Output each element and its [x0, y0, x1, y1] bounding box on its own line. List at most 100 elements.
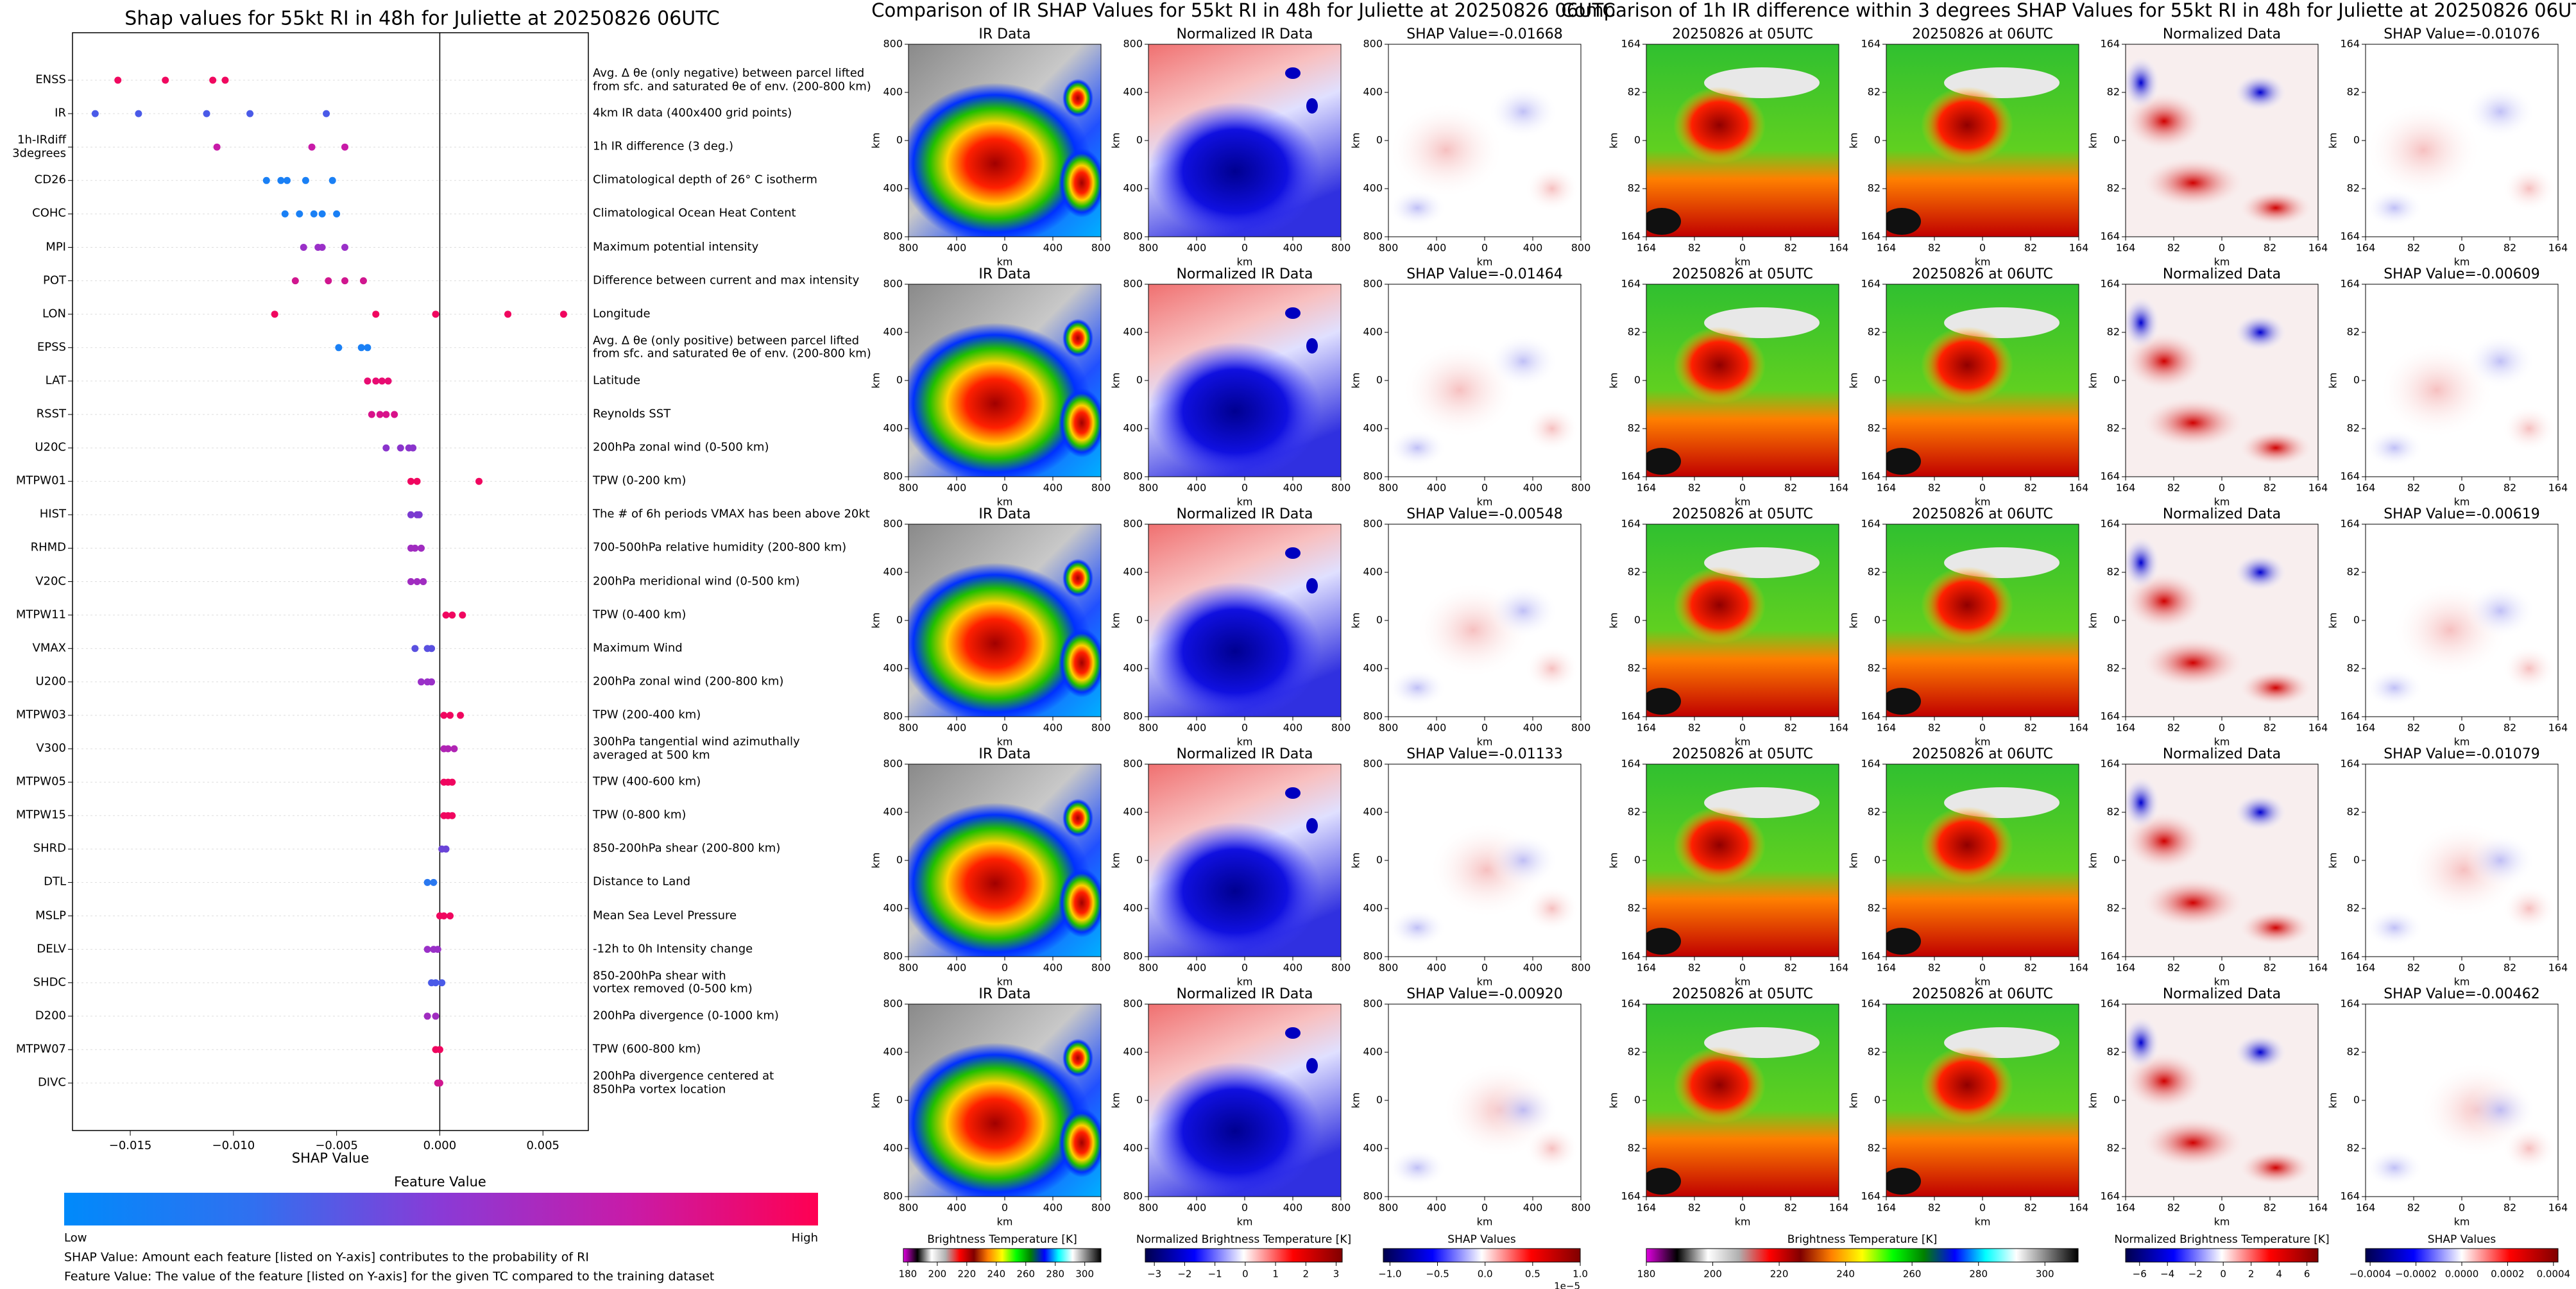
shap-point — [444, 745, 452, 753]
image-shape — [2502, 1125, 2556, 1172]
colorbar-tick-label: 3 — [1333, 1268, 1340, 1280]
feature-description: TPW (0-200 km) — [593, 474, 687, 488]
image-shape — [1285, 547, 1301, 559]
x-tick-label: 164 — [2116, 1202, 2136, 1214]
x-tick-label: 82 — [1784, 242, 1797, 254]
y-tick-label: 0 — [2113, 1094, 2120, 1106]
y-tick-label: 0 — [1634, 1094, 1641, 1106]
figure-title: Comparison of 1h IR difference within 3 … — [1561, 0, 2576, 21]
x-tick-label: 800 — [899, 962, 919, 974]
x-tick-label: 0 — [2459, 722, 2465, 734]
x-tick-label: 82 — [2024, 962, 2037, 974]
image-panel — [2366, 284, 2558, 477]
x-tick-label: 800 — [1379, 482, 1399, 494]
feature-name: RSST — [36, 407, 66, 421]
feature-name: MTPW07 — [15, 1042, 66, 1056]
colorbar-tick-label: 300 — [2036, 1268, 2054, 1280]
shap-point — [428, 645, 436, 653]
shap-point — [246, 110, 254, 117]
feature-description: Climatological depth of 26° C isotherm — [593, 173, 817, 187]
x-tick-label: 800 — [899, 242, 919, 254]
shap-point — [504, 311, 512, 318]
shap-point — [376, 411, 384, 418]
x-axis-label: km — [1477, 256, 1493, 268]
x-tick-label: 400 — [1187, 242, 1207, 254]
y-tick-label: 82 — [1628, 806, 1641, 818]
feature-description: Climatological Ocean Heat Content — [593, 207, 796, 221]
y-tick-label: 82 — [1868, 1046, 1881, 1058]
panel-title: 20250826 at 05UTC — [1672, 26, 1813, 42]
feature-description: TPW (600-800 km) — [593, 1042, 701, 1056]
chart-title: Shap values for 55kt RI in 48h for Julie… — [124, 8, 719, 30]
image-shape — [2366, 189, 2423, 227]
feature-name: COHC — [32, 207, 66, 221]
x-tick-label: 164 — [2116, 962, 2136, 974]
image-shape — [1921, 567, 2013, 644]
image-shape — [2502, 645, 2556, 692]
y-tick-label: 800 — [1363, 230, 1383, 243]
image-shape — [2502, 405, 2556, 452]
y-axis-label: km — [1350, 613, 1362, 629]
y-tick-label: 400 — [1363, 326, 1383, 338]
y-tick-label: 0 — [1634, 854, 1641, 866]
x-tick-label: 400 — [1283, 1202, 1303, 1214]
y-tick-label: 0 — [1634, 374, 1641, 386]
shap-point — [341, 277, 349, 285]
shap-point — [447, 712, 454, 719]
y-axis-label: km — [1350, 133, 1362, 149]
y-tick-label: 82 — [1628, 422, 1641, 434]
y-tick-label: 164 — [2340, 710, 2360, 722]
feature-name: MTPW03 — [15, 708, 66, 722]
feature-name: MSLP — [35, 909, 66, 923]
y-tick-label: 800 — [1123, 950, 1143, 962]
y-tick-label: 800 — [1363, 278, 1383, 290]
y-tick-label: 164 — [1861, 758, 1881, 770]
shap-point — [357, 344, 365, 352]
image-shape — [2366, 909, 2423, 947]
x-tick-label: 0 — [1979, 962, 1986, 974]
shap-point — [372, 311, 380, 318]
y-tick-label: 82 — [2107, 662, 2120, 674]
x-axis-label: km — [2214, 976, 2230, 988]
colorbar-tick-label: 4 — [2276, 1268, 2282, 1280]
image-shape — [2139, 1116, 2247, 1170]
image-shape — [2466, 85, 2535, 139]
image-panel — [1388, 44, 1581, 237]
x-tick-label: 0 — [1002, 1202, 1008, 1214]
panel-title: IR Data — [978, 986, 1030, 1002]
x-tick-label: 800 — [1331, 962, 1351, 974]
image-panel — [1646, 764, 1839, 957]
image-shape — [908, 83, 1091, 237]
panel-title: SHAP Value=-0.00548 — [1406, 506, 1563, 522]
y-axis-label: km — [2087, 373, 2099, 389]
shap-point — [420, 578, 427, 585]
shap-point — [448, 812, 456, 819]
y-tick-label: 0 — [896, 854, 903, 866]
y-axis-label: km — [2327, 1093, 2339, 1109]
shap-point — [432, 311, 439, 318]
colorbar-label: Normalized Brightness Temperature [K] — [1136, 1233, 1351, 1246]
y-tick-label: 800 — [1123, 278, 1143, 290]
shap-point — [328, 176, 336, 184]
feature-name: MTPW11 — [15, 608, 66, 622]
image-panel — [1886, 44, 2079, 237]
feature-description: Maximum potential intensity — [593, 240, 759, 254]
x-axis-label: km — [2214, 496, 2230, 508]
shap-point — [423, 946, 431, 953]
y-tick-label: 0 — [2353, 854, 2360, 866]
x-tick-label: 0.000 — [423, 1139, 457, 1152]
y-tick-label: 0 — [2113, 374, 2120, 386]
x-tick-label: 164 — [2548, 962, 2568, 974]
image-panel — [1388, 284, 1581, 477]
x-tick-label: 800 — [899, 722, 919, 734]
image-shape — [1388, 1148, 1446, 1187]
x-tick-label: 164 — [2356, 722, 2376, 734]
x-tick-label: 0.005 — [526, 1139, 559, 1152]
feature-name: IR — [55, 106, 66, 120]
shap-point — [447, 912, 454, 919]
feature-description: TPW (0-400 km) — [593, 608, 687, 622]
shap-point — [310, 210, 318, 218]
image-panel — [2366, 524, 2558, 717]
y-tick-label: 800 — [883, 230, 903, 243]
x-tick-label: 164 — [2548, 242, 2568, 254]
